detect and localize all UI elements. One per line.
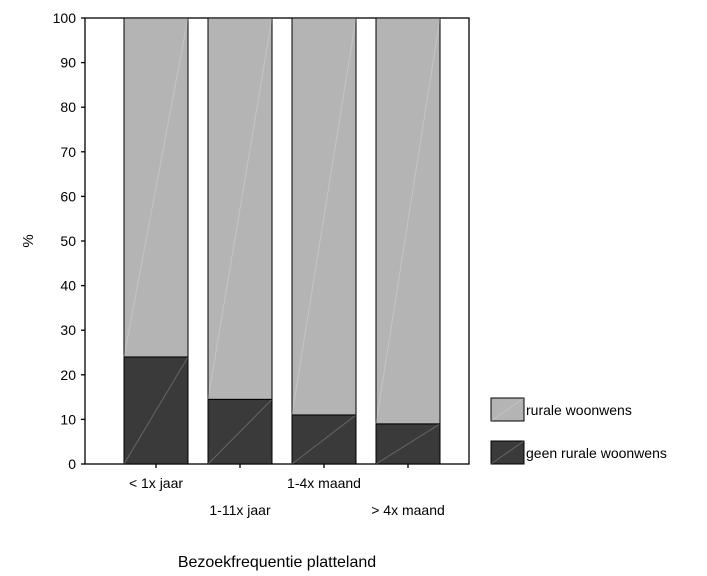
bar-rurale-woonwens-0 [123, 17, 189, 358]
legend-swatch-hatch [490, 440, 525, 465]
legend-label: geen rurale woonwens [526, 445, 667, 461]
bar-hatch-line [375, 423, 441, 465]
y-tick-label: 70 [60, 144, 76, 160]
bar-hatch-line [375, 17, 441, 424]
bar-hatch-line [207, 17, 273, 400]
y-tick-label: 60 [60, 188, 76, 204]
bar-rurale-woonwens-2 [291, 17, 357, 416]
bar-rurale-woonwens-1 [207, 17, 273, 400]
y-tick-label: 90 [60, 55, 76, 71]
bar-hatch-line [207, 398, 273, 465]
bar-geen-rurale-woonwens-3 [375, 423, 441, 465]
legend-swatch-hatch [490, 397, 525, 422]
bar-hatch-line [291, 17, 357, 416]
y-tick-label: 30 [60, 322, 76, 338]
y-tick-label: 50 [60, 233, 76, 249]
bar-rurale-woonwens-3 [375, 17, 441, 425]
bar-geen-rurale-woonwens-1 [207, 398, 273, 465]
y-tick-label: 40 [60, 278, 76, 294]
bars-group [123, 17, 441, 465]
legend-label: rurale woonwens [526, 402, 632, 418]
x-tick-label: > 4x maand [371, 502, 445, 518]
bar-hatch-line [123, 17, 189, 358]
x-axis-label: Bezoekfrequentie platteland [178, 554, 376, 571]
bar-geen-rurale-woonwens-0 [123, 356, 189, 465]
y-axis-label: % [20, 234, 37, 247]
y-tick-label: 100 [53, 10, 77, 26]
y-tick-label: 10 [60, 411, 76, 427]
legend-swatch-rurale-woonwens [490, 397, 525, 422]
x-tick-label: < 1x jaar [129, 475, 183, 491]
y-tick-label: 80 [60, 99, 76, 115]
y-tick-label: 0 [68, 456, 76, 472]
y-tick-label: 20 [60, 367, 76, 383]
bar-geen-rurale-woonwens-2 [291, 414, 357, 465]
legend-swatch-geen-rurale-woonwens [490, 440, 525, 465]
x-tick-label: 1-4x maand [287, 475, 361, 491]
x-axis: < 1x jaar 1-11x jaar 1-4x maand > 4x maand [129, 464, 445, 518]
bar-hatch-line [291, 414, 357, 465]
bar-hatch-line [123, 356, 189, 465]
legend: rurale woonwens geen rurale woonwens [490, 397, 667, 465]
y-axis: 0 10 20 30 40 50 60 70 80 90 100 [53, 10, 85, 472]
x-tick-label: 1-11x jaar [209, 502, 271, 518]
